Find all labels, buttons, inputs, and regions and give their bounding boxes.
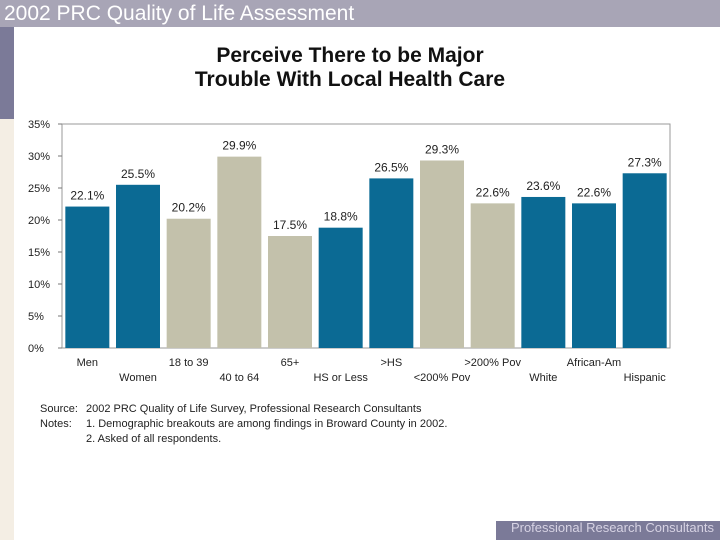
source-text: 2002 PRC Quality of Life Survey, Profess… xyxy=(86,403,422,415)
y-tick-label: 30% xyxy=(28,151,50,163)
x-category-label: HS or Less xyxy=(313,372,368,384)
bar xyxy=(470,203,515,348)
x-category-label: Men xyxy=(77,357,98,369)
bar-value-label: 18.8% xyxy=(324,210,358,224)
bar xyxy=(65,206,110,348)
bar-value-label: 22.6% xyxy=(476,185,510,199)
bar xyxy=(572,203,616,348)
bar-value-label: 23.6% xyxy=(526,179,560,193)
bar xyxy=(217,156,262,348)
left-accent-bar-dark xyxy=(0,27,14,119)
bar-value-label: 20.2% xyxy=(172,201,206,215)
y-tick-label: 35% xyxy=(28,119,50,131)
bar xyxy=(622,173,667,348)
y-tick-label: 0% xyxy=(28,343,44,355)
x-category-label: 65+ xyxy=(281,357,300,369)
bar-value-label: 22.6% xyxy=(577,185,611,199)
chart-title-line-1: Perceive There to be Major xyxy=(216,44,484,67)
source-label: Source: xyxy=(40,403,78,415)
x-category-label: Hispanic xyxy=(624,372,667,384)
bar-value-label: 29.3% xyxy=(425,142,459,156)
slide-title: 2002 PRC Quality of Life Assessment xyxy=(0,0,720,27)
left-accent-bar xyxy=(0,27,14,540)
bar xyxy=(521,196,566,348)
footer-box: Professional Research Consultants xyxy=(496,521,720,540)
bar-value-label: 29.9% xyxy=(222,139,256,153)
chart-notes: Source: 2002 PRC Quality of Life Survey,… xyxy=(40,402,447,447)
x-category-label: 18 to 39 xyxy=(169,357,209,369)
bar-value-label: 26.5% xyxy=(374,160,408,174)
bar xyxy=(318,227,363,348)
bar xyxy=(420,160,464,348)
note-1: 1. Demographic breakouts are among findi… xyxy=(86,418,448,430)
chart-title: Perceive There to be Major Trouble With … xyxy=(150,44,550,92)
x-category-label: >200% Pov xyxy=(464,357,521,369)
x-category-label: <200% Pov xyxy=(414,372,471,384)
x-category-label: 40 to 64 xyxy=(219,372,259,384)
bar-value-label: 22.1% xyxy=(70,189,104,203)
chart-title-line-2: Trouble With Local Health Care xyxy=(194,68,506,91)
y-tick-label: 15% xyxy=(28,247,50,259)
bar xyxy=(166,218,211,348)
bar-value-label: 17.5% xyxy=(273,218,307,232)
notes-label: Notes: xyxy=(40,418,72,430)
note-2: 2. Asked of all respondents. xyxy=(86,433,222,445)
bar-value-label: 25.5% xyxy=(121,167,155,181)
plot-area xyxy=(61,123,671,349)
x-category-label: African-Am xyxy=(567,357,621,369)
footer-text: Professional Research Consultants xyxy=(510,521,714,535)
y-tick-label: 5% xyxy=(28,311,44,323)
y-tick-label: 20% xyxy=(28,215,50,227)
bar xyxy=(369,178,414,348)
y-tick-label: 25% xyxy=(28,183,50,195)
x-category-label: Women xyxy=(119,372,157,384)
x-category-label: White xyxy=(529,372,557,384)
bar xyxy=(116,184,160,348)
bar xyxy=(268,236,312,348)
bar-value-label: 27.3% xyxy=(628,155,662,169)
y-tick-label: 10% xyxy=(28,279,50,291)
x-category-label: >HS xyxy=(380,357,402,369)
